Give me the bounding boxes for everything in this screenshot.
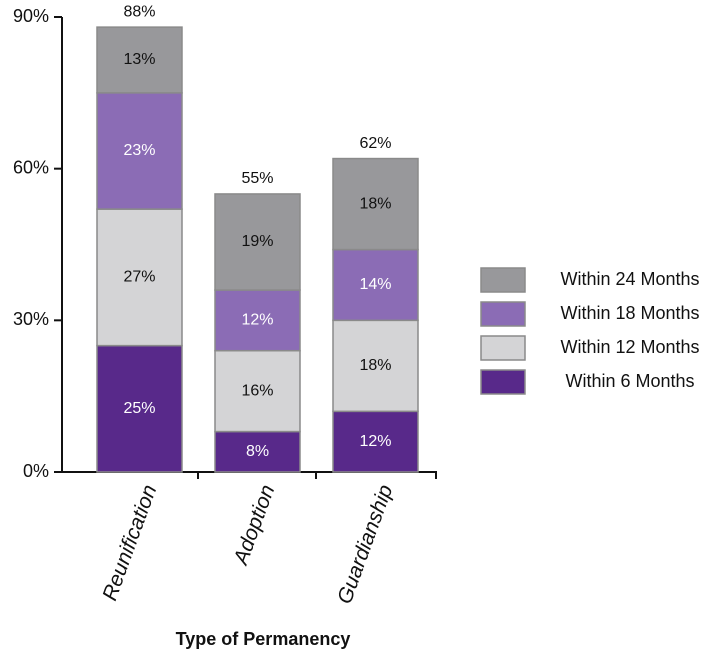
bar-segment <box>96 26 183 94</box>
segment-label: 23% <box>123 142 155 159</box>
bar-segment <box>332 319 419 413</box>
y-tick-label: 0% <box>23 461 49 481</box>
total-label: 88% <box>123 3 155 20</box>
segment-label: 25% <box>123 400 155 417</box>
legend-label: Within 18 Months <box>560 303 699 323</box>
bar-segment <box>332 410 419 473</box>
legend-label: Within 6 Months <box>565 371 694 391</box>
bar-segment <box>96 344 183 473</box>
segment-label: 27% <box>123 269 155 286</box>
legend-label: Within 12 Months <box>560 337 699 357</box>
bar-segment <box>332 157 419 251</box>
segment-label: 18% <box>359 357 391 374</box>
segment-label: 12% <box>359 433 391 450</box>
x-tick-label: Guardianship <box>333 482 397 607</box>
y-tick-label: 30% <box>13 309 49 329</box>
total-label: 62% <box>359 135 391 152</box>
segment-label: 18% <box>359 195 391 212</box>
total-label: 55% <box>241 170 273 187</box>
y-tick-label: 90% <box>13 6 49 26</box>
segment-label: 12% <box>241 312 273 329</box>
legend-swatch <box>480 301 526 327</box>
x-tick-label: Adoption <box>229 482 280 570</box>
segment-label: 8% <box>246 443 269 460</box>
legend-label: Within 24 Months <box>560 269 699 289</box>
y-tick-label: 60% <box>13 157 49 177</box>
segment-label: 14% <box>359 276 391 293</box>
segment-label: 13% <box>123 51 155 68</box>
legend-swatch <box>480 335 526 361</box>
legend-swatch <box>480 267 526 293</box>
legend-swatch <box>480 369 526 395</box>
bar-segment <box>214 193 301 291</box>
x-axis-title: Type of Permanency <box>176 629 351 649</box>
bar-segment <box>96 208 183 347</box>
bar-segment <box>96 92 183 210</box>
x-tick-label: Reunification <box>98 482 161 604</box>
bar-segment <box>214 349 301 433</box>
segment-label: 19% <box>241 233 273 250</box>
segment-label: 16% <box>241 382 273 399</box>
